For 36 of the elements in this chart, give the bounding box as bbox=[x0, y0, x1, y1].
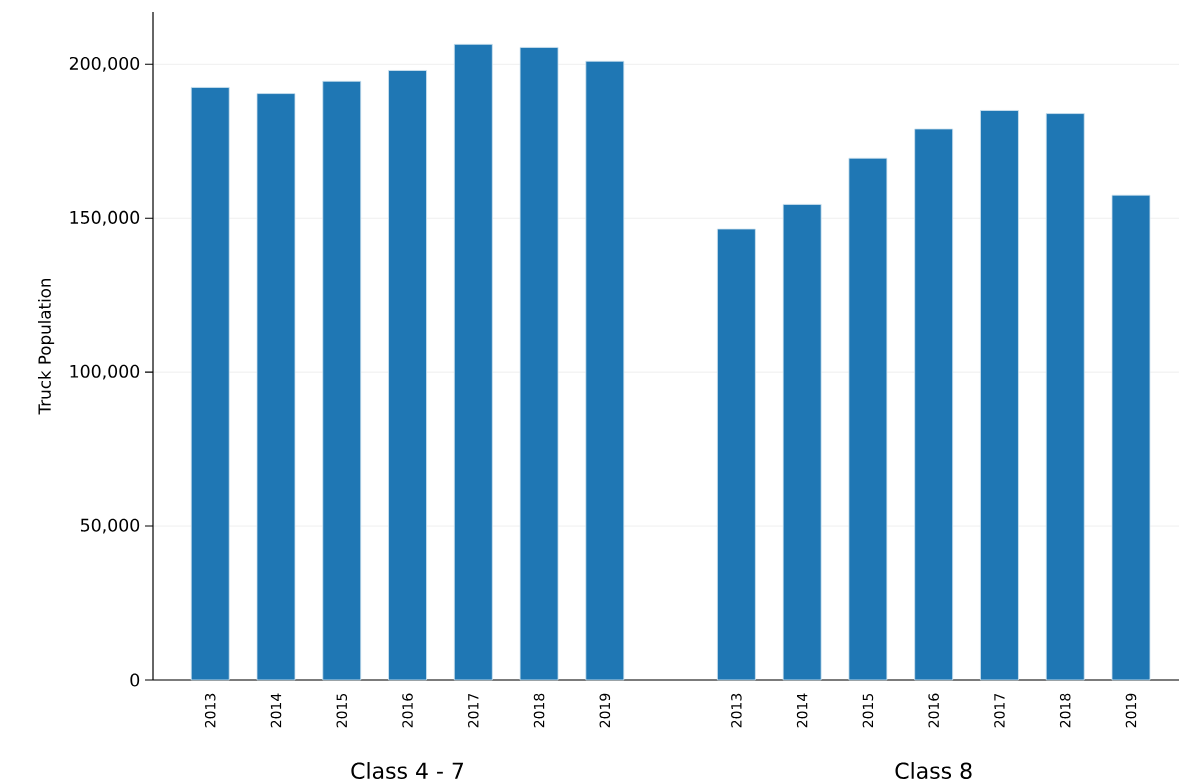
bar bbox=[322, 80, 362, 681]
x-tick-label: 2019 bbox=[1125, 693, 1137, 728]
x-tick-label: 2013 bbox=[731, 693, 742, 728]
bar bbox=[453, 43, 493, 681]
bar bbox=[585, 60, 625, 681]
x-tick-label: 2018 bbox=[1059, 693, 1071, 728]
x-tick-label: 2014 bbox=[270, 693, 282, 728]
y-tick-label: 200,000 bbox=[69, 56, 140, 72]
text: Class 4 - 7 bbox=[351, 762, 464, 780]
bar bbox=[190, 87, 230, 681]
x-tick-label: 2017 bbox=[468, 693, 479, 728]
x-tick-label: 2016 bbox=[928, 693, 939, 728]
x-tick-label: 2015 bbox=[862, 693, 874, 728]
x-tick-label: 2017 bbox=[994, 693, 1005, 728]
y-tick-label: 150,000 bbox=[70, 210, 140, 226]
bar bbox=[256, 93, 296, 681]
bar bbox=[980, 110, 1019, 681]
bar bbox=[782, 203, 822, 681]
y-tick-label: 50,000 bbox=[80, 518, 140, 534]
bar bbox=[388, 70, 427, 681]
y-axis-title: Truck Population bbox=[37, 278, 55, 415]
bar bbox=[848, 157, 888, 681]
bar bbox=[519, 46, 559, 681]
x-tick-label: 2019 bbox=[599, 693, 611, 728]
x-tick-label: 2014 bbox=[796, 693, 808, 728]
x-tick-label: 2016 bbox=[402, 693, 413, 728]
x-tick-label: 2018 bbox=[533, 693, 545, 728]
y-tick-label: 0 bbox=[130, 673, 140, 687]
y-tick-label: 100,000 bbox=[70, 364, 140, 380]
bar bbox=[1111, 194, 1151, 681]
bar bbox=[716, 228, 756, 681]
x-tick-label: 2015 bbox=[336, 693, 348, 728]
text: Class 8 bbox=[895, 762, 972, 780]
bar bbox=[1045, 113, 1085, 681]
x-tick-label: 2013 bbox=[204, 693, 216, 728]
bar bbox=[914, 128, 954, 681]
